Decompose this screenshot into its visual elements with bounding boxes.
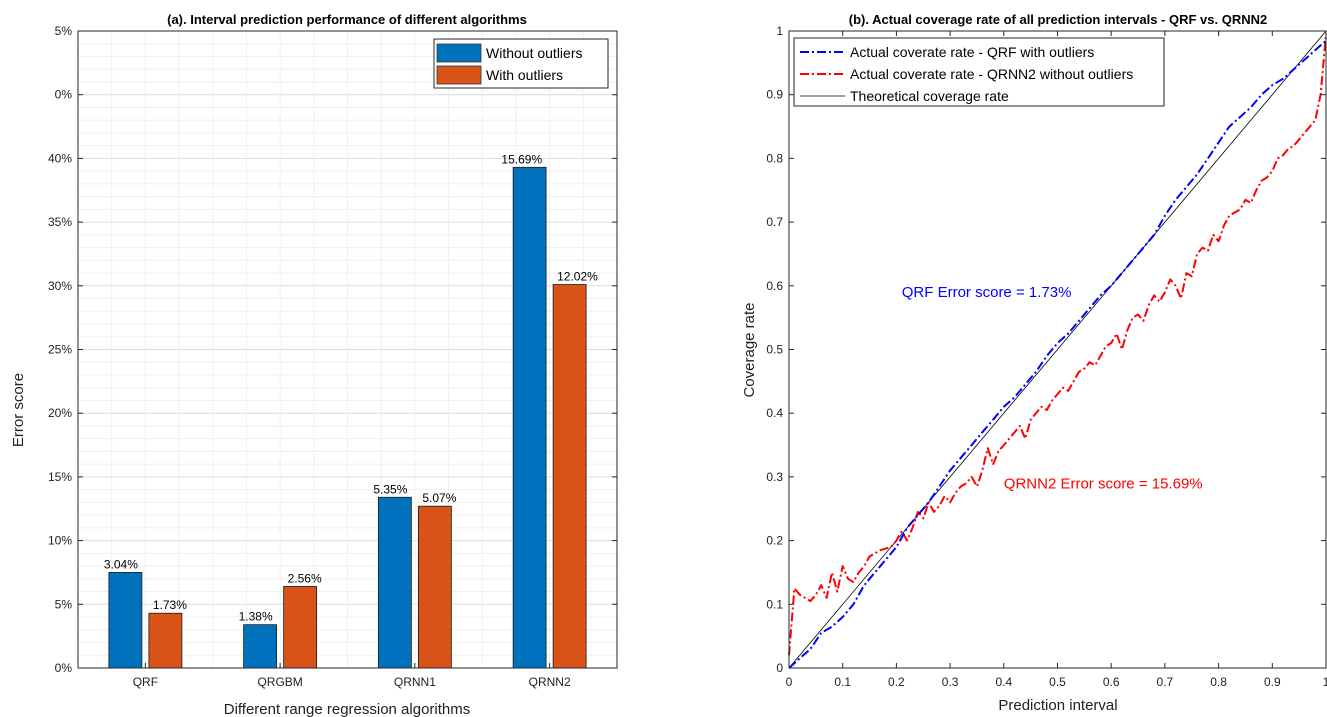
bar-qrnn2-without-outliers — [512, 166, 547, 669]
chart-b-x-tick-label: 0.7 — [1157, 675, 1174, 689]
chart-b-x-tick-label: 0.4 — [995, 675, 1012, 689]
chart-b-x-ticks: 0 0.1 0.2 0.3 0.4 0.5 0.6 0.7 0.8 0.9 1 — [786, 31, 1327, 689]
chart-b-y-tick-label: 0.8 — [766, 151, 783, 165]
chart-a-x-tick-label: QRNN1 — [394, 675, 436, 689]
bar-data-label: 1.38% — [239, 610, 273, 624]
legend-label-qrnn2: Actual coverate rate - QRNN2 without out… — [850, 66, 1133, 82]
legend-swatch-with-outliers — [436, 65, 482, 85]
chart-a-y-tick-label: 5% — [55, 24, 73, 38]
series-line-theoretical — [788, 30, 1327, 669]
chart-b-y-tick-label: 1 — [776, 24, 783, 38]
chart-a-y-tick-label: 40% — [48, 151, 72, 165]
chart-a-title: (a). Interval prediction performance of … — [167, 12, 527, 27]
chart-a-y-tick-label: 0% — [55, 661, 73, 675]
chart-b-y-tick-label: 0.2 — [766, 534, 783, 548]
chart-a-y-tick-label: 10% — [48, 534, 72, 548]
chart-b: 0 0.1 0.2 0.3 0.4 0.5 0.6 0.7 0.8 0.9 1 0 0.1 0.2 0.3… — [741, 12, 1327, 714]
legend-label-qrf: Actual coverate rate - QRF with outliers — [850, 44, 1094, 60]
chart-b-x-tick-label: 0.6 — [1103, 675, 1120, 689]
chart-a-data-labels: 3.04% 1.73% 1.38% 2.56% 5.35% 5.07% 15.69% 12.0… — [104, 152, 598, 623]
chart-b-y-tick-label: 0.1 — [766, 597, 783, 611]
bar-qrf-without-outliers — [108, 572, 143, 669]
bar-qrnn2-with-outliers — [552, 284, 587, 669]
chart-a-y-tick-label: 20% — [48, 406, 72, 420]
bar-data-label: 3.04% — [104, 557, 138, 571]
chart-b-x-tick-label: 0.3 — [942, 675, 959, 689]
chart-a-x-label: Different range regression algorithms — [224, 701, 471, 717]
chart-a-y-tick-label: 5% — [55, 597, 73, 611]
annotation-qrf-error-score: QRF Error score = 1.73% — [902, 284, 1072, 301]
chart-b-legend-box — [793, 37, 1165, 107]
chart-b-x-tick-label: 0.9 — [1264, 675, 1281, 689]
chart-b-x-tick-label: 0 — [786, 675, 793, 689]
chart-a-y-tick-label: 30% — [48, 279, 72, 293]
chart-a-y-ticks: 0% 5% 10% 15% 20% 25% 30% 35% 40% 0% 5% — [48, 24, 617, 675]
chart-b-y-tick-label: 0.3 — [766, 470, 783, 484]
series-line-qrf — [788, 39, 1327, 669]
bar-data-label: 5.35% — [373, 482, 407, 496]
chart-b-y-tick-label: 0 — [776, 661, 783, 675]
chart-a-x-ticks: QRF QRGBM QRNN1 QRNN2 — [133, 663, 571, 689]
chart-a-y-tick-label: 0% — [55, 88, 73, 102]
chart-b-y-tick-label: 0.5 — [766, 343, 783, 357]
chart-b-y-ticks: 0 0.1 0.2 0.3 0.4 0.5 0.6 0.7 0.8 0.9 1 — [766, 24, 1326, 675]
bar-qrf-with-outliers — [148, 612, 183, 669]
chart-b-lines — [788, 30, 1327, 669]
chart-a-y-tick-label: 15% — [48, 470, 72, 484]
chart-b-title: (b). Actual coverage rate of all predict… — [849, 12, 1268, 27]
chart-a-x-tick-label: QRGBM — [257, 675, 302, 689]
chart-b-x-tick-label: 0.2 — [888, 675, 905, 689]
chart-a-bars — [108, 166, 587, 669]
bar-qrgbm-with-outliers — [283, 586, 318, 669]
chart-b-x-tick-label: 0.1 — [834, 675, 851, 689]
legend-label-with-outliers: With outliers — [486, 67, 563, 83]
bar-data-label: 5.07% — [422, 491, 456, 505]
chart-b-y-tick-label: 0.7 — [766, 215, 783, 229]
bar-qrnn1-without-outliers — [377, 496, 412, 669]
bar-qrnn1-with-outliers — [417, 505, 452, 669]
chart-b-x-tick-label: 1 — [1323, 675, 1327, 689]
series-line-qrnn2 — [788, 34, 1327, 656]
bar-data-label: 12.02% — [557, 270, 598, 284]
chart-b-y-tick-label: 0.4 — [766, 406, 783, 420]
chart-b-y-tick-label: 0.6 — [766, 279, 783, 293]
legend-label-without-outliers: Without outliers — [486, 45, 582, 61]
chart-b-legend: Actual coverate rate - QRF with outliers… — [793, 37, 1165, 107]
chart-b-y-label: Coverage rate — [741, 302, 758, 397]
bar-data-label: 1.73% — [153, 598, 187, 612]
chart-a-legend: Without outliers With outliers — [433, 38, 609, 89]
chart-b-x-tick-label: 0.5 — [1049, 675, 1066, 689]
bar-data-label: 2.56% — [288, 571, 322, 585]
bar-qrgbm-without-outliers — [243, 624, 278, 669]
chart-a-y-label: Error score — [10, 373, 27, 447]
legend-label-theoretical: Theoretical coverage rate — [850, 88, 1009, 104]
bar-data-label: 15.69% — [501, 152, 542, 166]
chart-a-y-tick-label: 25% — [48, 343, 72, 357]
annotation-qrnn2-error-score: QRNN2 Error score = 15.69% — [1004, 475, 1203, 492]
legend-swatch-without-outliers — [436, 43, 482, 63]
chart-a-x-tick-label: QRF — [133, 675, 158, 689]
chart-a-x-tick-label: QRNN2 — [529, 675, 571, 689]
chart-a-y-tick-label: 35% — [48, 215, 72, 229]
chart-a: 3.04% 1.73% 1.38% 2.56% 5.35% 5.07% 15.69% 12.0… — [10, 12, 618, 717]
chart-b-x-label: Prediction interval — [998, 697, 1117, 714]
chart-b-y-tick-label: 0.9 — [766, 88, 783, 102]
chart-b-x-tick-label: 0.8 — [1210, 675, 1227, 689]
